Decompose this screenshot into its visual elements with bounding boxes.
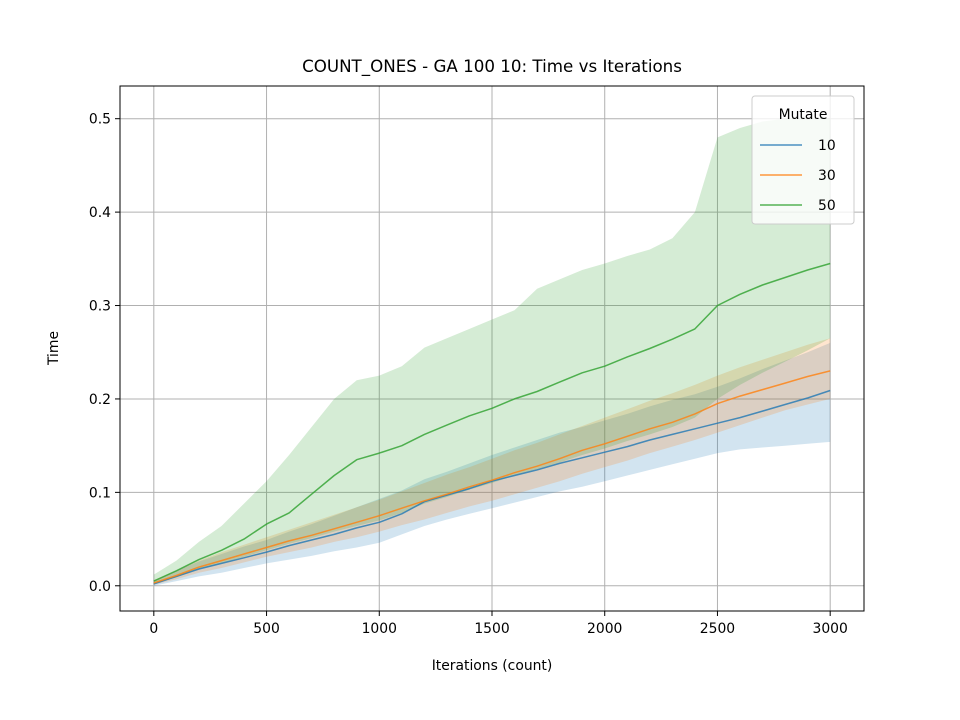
- legend-box: [751, 95, 855, 225]
- legend-label: 10: [818, 138, 836, 154]
- legend-label: 30: [818, 168, 836, 184]
- series-line-mutate-30: [153, 370, 831, 584]
- y-tick-label: 0.0: [89, 579, 111, 595]
- confidence-band-mutate-50: [153, 118, 831, 584]
- legend-entry-mutate-50: 50: [760, 198, 836, 214]
- y-tick-label: 0.3: [89, 299, 111, 315]
- x-axis-label: Iterations (count): [432, 658, 553, 674]
- confidence-band-mutate-30: [153, 338, 831, 585]
- legend-entry-mutate-10: 10: [760, 138, 836, 154]
- legend-entry-mutate-30: 30: [760, 168, 836, 184]
- series-lines: [153, 262, 831, 585]
- y-axis-label: Time: [46, 331, 62, 366]
- series-line-mutate-10: [153, 389, 831, 585]
- grid: [120, 86, 864, 611]
- x-tick-label: 2500: [700, 621, 735, 637]
- x-tick-label: 1000: [362, 621, 397, 637]
- legend-label: 50: [818, 198, 836, 214]
- chart-title: COUNT_ONES - GA 100 10: Time vs Iteratio…: [302, 56, 682, 77]
- y-axis-ticks: 0.0 0.1 0.2 0.3 0.4 0.5: [89, 112, 120, 595]
- x-tick-label: 1500: [474, 621, 509, 637]
- y-tick-label: 0.2: [89, 392, 111, 408]
- y-tick-label: 0.1: [89, 485, 111, 501]
- series-line-mutate-50: [153, 262, 831, 582]
- y-tick-label: 0.4: [89, 205, 111, 221]
- x-tick-label: 0: [149, 621, 158, 637]
- x-tick-label: 500: [253, 621, 280, 637]
- legend-title: Mutate: [779, 107, 828, 123]
- y-tick-label: 0.5: [89, 112, 111, 128]
- plot-area: 0 500 1000 1500 2000 2500 3000 0.0 0.1 0.2 0.3 0.4…: [89, 85, 865, 637]
- confidence-bands: [153, 118, 831, 586]
- x-tick-label: 2000: [587, 621, 622, 637]
- x-axis-ticks: 0 500 1000 1500 2000 2500 3000: [149, 611, 848, 637]
- confidence-band-mutate-10: [153, 342, 831, 586]
- x-tick-label: 3000: [813, 621, 848, 637]
- legend: Mutate 10 30 50: [751, 95, 855, 225]
